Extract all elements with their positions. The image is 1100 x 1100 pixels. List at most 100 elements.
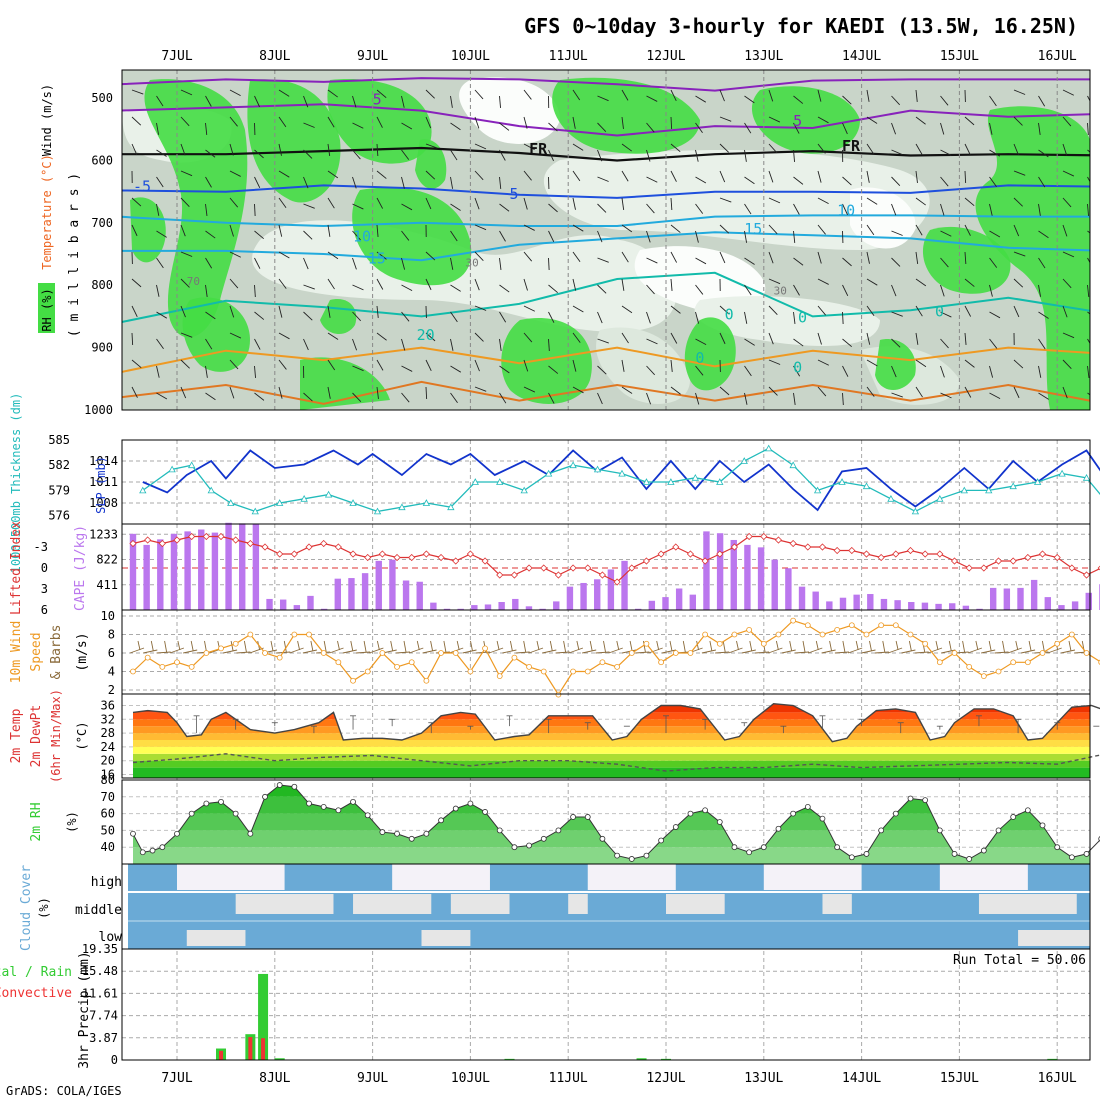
wind-barb <box>768 332 774 345</box>
minmax-axis-label: (6hr Min/Max) <box>49 689 63 783</box>
contour-label: 0 <box>695 349 704 367</box>
slp-axis-label: SLP (mb) <box>94 456 108 514</box>
wind-barb <box>964 143 971 155</box>
lifted-index-tick-label: 0 <box>41 561 48 575</box>
lifted-index-marker <box>393 553 401 562</box>
rh-marker <box>467 800 474 807</box>
temp-band <box>132 719 1090 727</box>
wind-barb <box>352 257 357 270</box>
cape-bar <box>170 533 178 610</box>
wind-barb <box>229 332 242 339</box>
wind-barb <box>229 143 234 156</box>
wind-barb-10m <box>542 649 557 654</box>
wind-speed-marker <box>291 631 298 638</box>
lifted-index-marker <box>1038 550 1047 558</box>
precip-convective-bar <box>219 1050 224 1060</box>
wind-barb-10m <box>629 640 633 652</box>
wind-barb-10m <box>169 647 185 654</box>
thickness-marker <box>740 457 748 464</box>
wind-barb <box>572 224 584 232</box>
wind-barb <box>744 392 748 405</box>
wind-barb <box>352 176 357 189</box>
thickness-tick-label: 585 <box>48 433 70 447</box>
cape-bar <box>320 608 328 610</box>
wind-barb <box>621 143 632 152</box>
cape-bar <box>389 559 396 610</box>
wind-barb <box>1038 203 1041 216</box>
wind-barb-10m <box>156 651 171 654</box>
wind-barb <box>205 257 213 269</box>
wind-barb <box>376 143 379 157</box>
x-tick-top-10JUL: 10JUL <box>451 49 490 64</box>
wind-barb <box>842 176 852 186</box>
wind-barb <box>523 251 533 262</box>
wind-barb-10m <box>416 640 420 651</box>
thickness-marker <box>544 469 553 477</box>
cape-bar <box>894 600 901 610</box>
wind-barb <box>597 122 607 132</box>
wind-speed-marker <box>643 640 650 647</box>
wind-barb-10m <box>728 647 743 654</box>
wind-barb <box>205 284 208 297</box>
lifted-index-marker <box>936 550 944 558</box>
wind-barb <box>842 257 852 267</box>
wind-barb <box>646 284 655 295</box>
wind-speed-marker <box>379 650 386 656</box>
precip-total-bar <box>274 1058 285 1060</box>
wind-barb-10m <box>177 640 181 651</box>
wind-barb <box>156 311 168 319</box>
wind-barb-10m <box>310 640 314 652</box>
cloud-middle-clear <box>450 894 510 914</box>
wind-barb <box>450 176 454 189</box>
cape-bar <box>1044 597 1052 610</box>
wind-barb <box>964 224 971 236</box>
wind-barb <box>964 359 975 368</box>
rh-contour-fill-green <box>352 187 472 286</box>
wind-barb <box>205 311 216 320</box>
wind-tick-label: 4 <box>108 665 115 679</box>
pressure-tick-label: 900 <box>91 341 113 355</box>
wind-speed-marker <box>467 668 474 675</box>
wind-barb <box>425 332 436 342</box>
wind-speed-marker <box>614 663 620 670</box>
wind-speed-marker <box>335 659 342 666</box>
cape-bar <box>812 591 819 610</box>
wind-barb <box>695 122 703 133</box>
cape-bar <box>1030 579 1038 610</box>
wind-speed-marker <box>1024 659 1031 666</box>
wind-barb <box>940 311 952 318</box>
cape-bar <box>1017 587 1024 610</box>
cape-bar <box>225 522 232 610</box>
lifted-index-marker <box>965 564 973 572</box>
wind-barb <box>254 284 256 298</box>
pressure-tick-label: 1000 <box>84 403 113 417</box>
wind-speed-marker <box>188 663 195 670</box>
wind-barb <box>303 230 313 240</box>
wind-barb-10m <box>1060 649 1076 654</box>
cape-bar <box>1058 605 1065 610</box>
rh-marker <box>922 797 929 804</box>
lifted-index-marker <box>202 532 210 541</box>
wind-barb <box>401 230 410 241</box>
precip-tick-label: 19.35 <box>82 942 118 956</box>
thickness-marker <box>168 465 176 473</box>
rh-contour-fill-green <box>300 357 390 410</box>
wind-barb <box>597 257 609 263</box>
upper-air-frame <box>121 69 1091 411</box>
contour-label: 5 <box>510 185 519 203</box>
rh-marker <box>980 847 987 854</box>
dewpt-axis-label: 2m DewPt <box>29 705 44 768</box>
thickness-marker <box>838 478 846 485</box>
thickness-marker <box>985 486 993 494</box>
cape-bar <box>744 544 751 610</box>
cloud-unit-label: (%) <box>37 897 51 919</box>
wind-barb <box>1038 257 1046 269</box>
temp-band <box>132 740 1090 747</box>
wind-barb <box>670 89 677 101</box>
wind-speed-marker <box>687 650 694 656</box>
wind-barb-10m <box>887 647 903 654</box>
lifted-index-marker <box>628 564 636 572</box>
lifted-index-marker <box>525 564 533 572</box>
wind-barb-10m <box>430 640 434 652</box>
wind-barb-10m <box>981 649 996 654</box>
